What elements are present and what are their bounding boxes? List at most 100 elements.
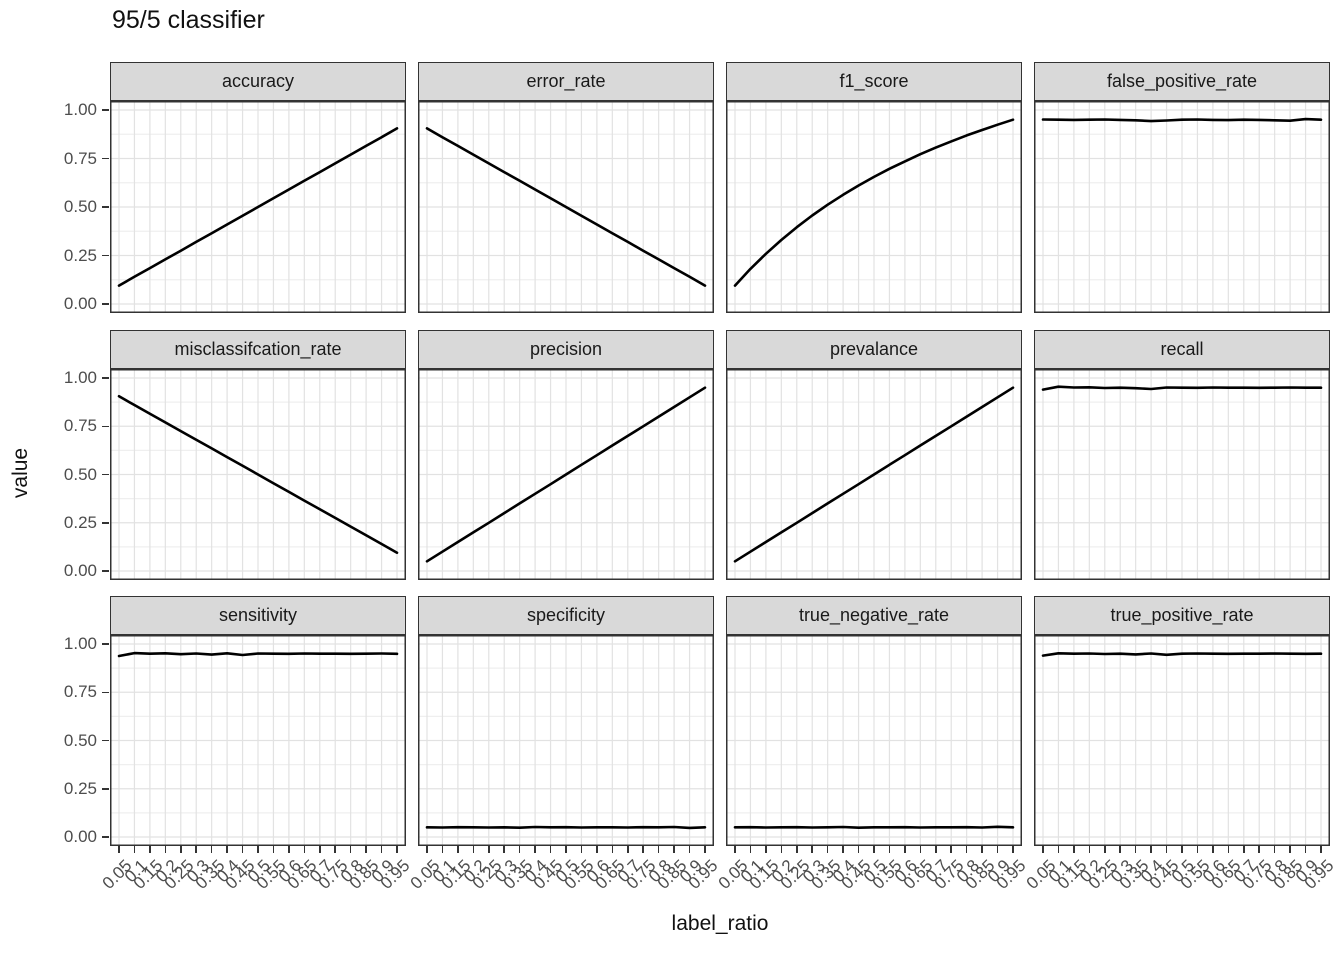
y-tick [102,157,109,160]
x-tick [1104,846,1106,853]
x-tick [580,846,583,853]
x-tick [1134,846,1137,853]
facet-strip: false_positive_rate [1034,62,1330,101]
x-tick [210,846,213,853]
x-tick [1119,846,1121,853]
data-line [733,118,1015,287]
y-tick [102,303,109,305]
data-line [117,127,399,287]
x-tick [272,846,275,853]
x-tick [780,846,783,853]
x-tick [380,846,383,853]
y-tick-label: 0.25 [63,512,97,532]
x-tick [334,846,336,853]
facet-panel [726,369,1022,580]
facet-strip-label: precision [529,339,603,359]
data-line [425,127,707,287]
x-axis-title: label_ratio [671,912,769,935]
y-tick [102,788,109,790]
data-line [1041,117,1323,123]
x-tick [627,846,629,853]
x-tick [904,846,906,853]
data-line [117,394,399,554]
facet-strip-label: true_positive_rate [1110,605,1254,625]
x-tick [319,846,321,853]
y-tick [102,377,109,379]
x-tick [426,846,428,853]
x-tick [1227,846,1230,853]
x-tick [1196,846,1199,853]
x-tick [935,846,937,853]
y-tick [102,570,109,572]
y-tick-label: 0.00 [63,561,97,580]
x-tick [1289,846,1291,853]
facet-panel [418,369,714,580]
x-tick [303,846,306,853]
x-tick [826,846,829,853]
y-tick [102,643,109,645]
x-tick [565,846,567,853]
facet-panel [1034,635,1330,846]
facet-strip-label: true_negative_rate [798,605,950,625]
x-tick [195,846,197,853]
y-tick [102,109,109,111]
facet-strip: f1_score [726,62,1022,101]
x-tick [1073,846,1075,853]
x-tick [919,846,922,853]
data-line [733,386,1015,563]
facet-strip: prevalance [726,330,1022,369]
data-line [425,386,707,563]
y-tick-label: 0.75 [63,148,97,168]
x-tick [1088,846,1091,853]
facet-panel [726,635,1022,846]
y-tick-label: 0.00 [63,294,97,313]
x-tick [950,846,952,853]
x-tick [842,846,844,853]
facet-strip: true_negative_rate [726,596,1022,635]
facet-panel [110,369,406,580]
facet-panel [1034,101,1330,313]
x-tick [1057,846,1060,853]
x-tick [1243,846,1245,853]
x-tick [241,846,244,853]
facet-strip: specificity [418,596,714,635]
data-line [117,651,399,658]
y-tick-label: 1.00 [63,634,97,653]
x-tick [965,846,968,853]
y-tick [102,206,109,208]
x-tick [288,846,290,853]
facet-strip-label: misclassifcation_rate [174,339,342,359]
facet-strip-label: false_positive_rate [1106,71,1258,91]
x-tick [133,846,136,853]
facet-strip: recall [1034,330,1330,369]
facet-panel [418,101,714,313]
data-line [1041,651,1323,657]
y-tick-label: 0.50 [63,464,97,484]
y-axis-title: value [9,447,32,499]
x-tick [180,846,182,853]
x-tick [1165,846,1168,853]
x-tick [673,846,675,853]
facet-strip: precision [418,330,714,369]
x-tick [1212,846,1214,853]
y-tick [102,691,109,693]
x-tick [1258,846,1260,853]
x-tick [596,846,598,853]
x-tick [857,846,860,853]
facet-panel [418,635,714,846]
x-tick [688,846,691,853]
facet-strip-label: error_rate [526,71,606,91]
x-tick [1181,846,1183,853]
facet-panel [110,101,406,313]
y-tick [102,739,109,742]
facet-strip: misclassifcation_rate [110,330,406,369]
facet-strip-label: f1_score [839,71,909,91]
x-tick [534,846,536,853]
facet-panel [1034,369,1330,580]
x-tick [503,846,505,853]
y-tick [102,425,109,427]
x-tick [657,846,660,853]
x-tick [1150,846,1152,853]
y-tick-label: 0.00 [63,827,97,846]
